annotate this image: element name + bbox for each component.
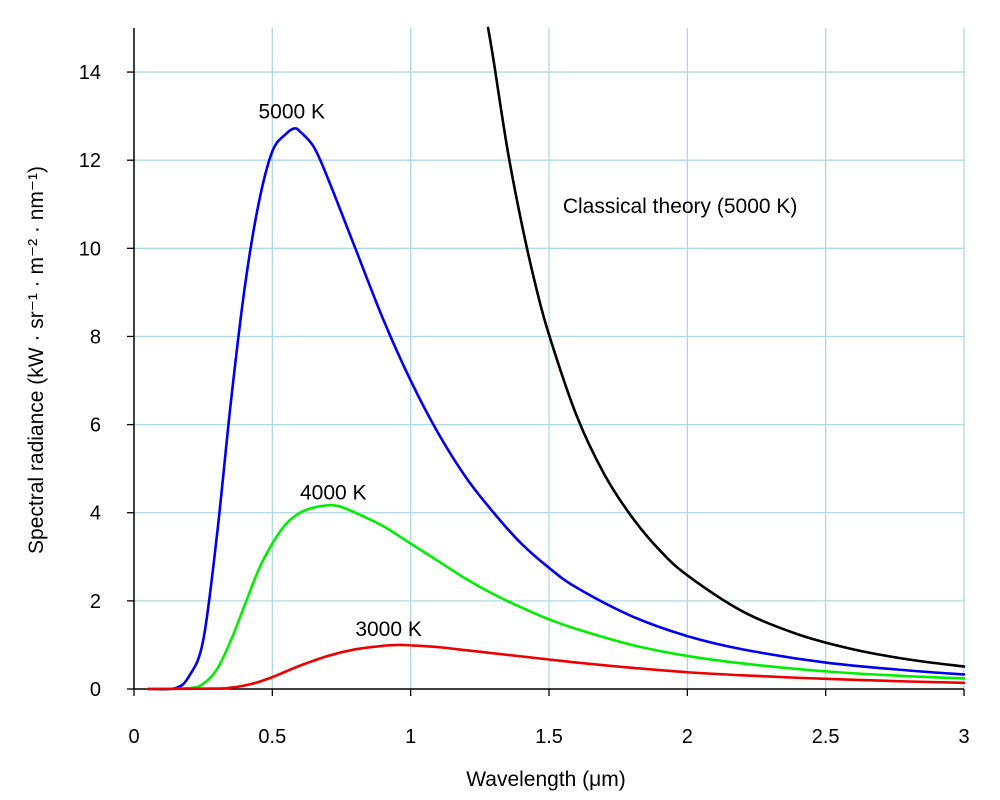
x-tick-labels: 0 0.5 1 1.5 2 2.5 3 (128, 726, 969, 748)
series-lines (146, 26, 966, 691)
y-tick-labels: 0 2 4 6 8 10 12 14 (79, 62, 101, 701)
y-tick-label: 6 (90, 415, 101, 437)
x-tick-label: 1 (405, 726, 416, 748)
curve-labels: 5000 K 4000 K 3000 K Classical theory (5000… (259, 100, 798, 641)
y-tick-label: 2 (90, 591, 101, 613)
x-tick-label: 0 (128, 726, 139, 748)
y-tick-label: 14 (79, 62, 101, 84)
curve-label: 3000 K (355, 618, 422, 641)
series-classical-line (486, 26, 966, 668)
curve-label: 4000 K (300, 482, 367, 505)
axes (127, 28, 965, 696)
y-tick-label: 12 (79, 150, 101, 172)
curve-label: Classical theory (5000 K) (563, 195, 798, 218)
grid-lines (134, 28, 965, 689)
x-axis-label: Wavelength (μm) (466, 768, 626, 791)
x-tick-label: 3 (958, 726, 969, 748)
x-tick-label: 1.5 (535, 726, 563, 748)
series-5000k-line (146, 127, 966, 691)
y-tick-label: 4 (90, 503, 101, 525)
y-axis-label: Spectral radiance (kW · sr⁻¹ · m⁻² · nm⁻… (25, 166, 48, 554)
series-3000k-line (146, 643, 966, 691)
y-tick-label: 10 (79, 238, 101, 260)
x-tick-label: 2 (682, 726, 693, 748)
x-tick-label: 0.5 (258, 726, 286, 748)
y-tick-label: 8 (90, 326, 101, 348)
series-4000k-line (146, 503, 966, 691)
curve-label: 5000 K (259, 100, 326, 123)
y-tick-label: 0 (90, 679, 101, 701)
x-tick-label: 2.5 (812, 726, 840, 748)
